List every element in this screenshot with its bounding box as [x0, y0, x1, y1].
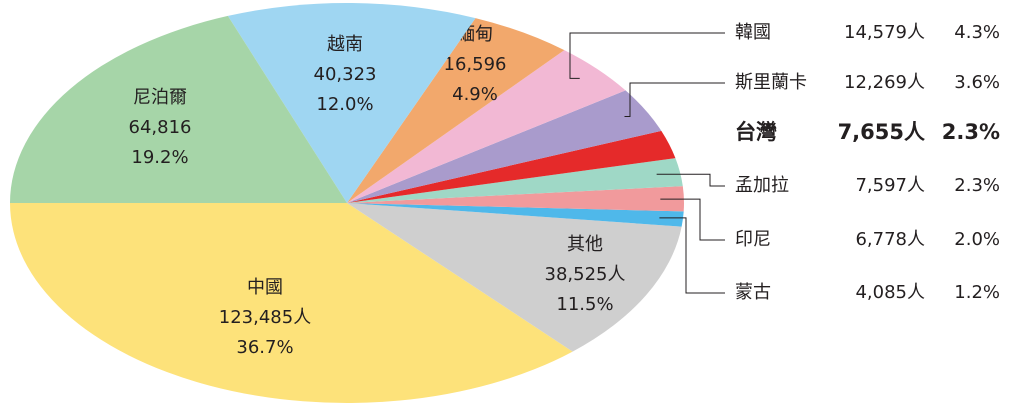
- slice-value: 40,323: [314, 64, 377, 85]
- legend-value: 6,778人: [855, 229, 925, 250]
- legend-value: 12,269人: [844, 72, 925, 93]
- pie-slice: [347, 130, 676, 203]
- legend-label: 蒙古: [735, 282, 771, 303]
- slice-label: 中國: [247, 277, 283, 298]
- pie-slice: [347, 90, 662, 203]
- legend-percent: 4.3%: [954, 22, 1000, 43]
- slice-percent: 12.0%: [316, 94, 373, 115]
- slice-percent: 11.5%: [556, 294, 613, 315]
- leader-line: [660, 198, 725, 241]
- slice-value: 64,816: [129, 117, 192, 138]
- pie-slice: [347, 158, 683, 203]
- legend-percent: 2.0%: [954, 229, 1000, 250]
- pie-slice: [10, 15, 347, 204]
- legend-value: 7,597人: [855, 175, 925, 196]
- legend-label: 韓國: [735, 22, 771, 43]
- slice-percent: 19.2%: [131, 147, 188, 168]
- slice-label: 越南: [327, 34, 363, 55]
- slice-value: 38,525人: [545, 264, 626, 285]
- legend-label: 印尼: [735, 229, 771, 250]
- slice-value: 16,596: [444, 54, 507, 75]
- slice-percent: 4.9%: [452, 84, 498, 105]
- pie-slice: [347, 186, 684, 212]
- legend-label: 孟加拉: [735, 175, 789, 196]
- legend-percent: 1.2%: [954, 282, 1000, 303]
- leader-line: [569, 32, 725, 79]
- slice-percent: 36.7%: [236, 337, 293, 358]
- legend-label: 台灣: [735, 120, 777, 144]
- pie-slice: [10, 203, 573, 404]
- legend-value: 7,655人: [838, 120, 925, 144]
- pie-slice: [347, 50, 626, 203]
- leader-line: [659, 217, 725, 294]
- slice-label: 尼泊爾: [133, 87, 187, 108]
- legend-percent: 2.3%: [942, 120, 1000, 144]
- leader-line: [624, 82, 725, 118]
- legend-value: 4,085人: [855, 282, 925, 303]
- pie-slice: [347, 203, 682, 352]
- slice-value: 123,485人: [219, 307, 311, 328]
- slice-label: 其他: [567, 234, 603, 255]
- pie-slice: [347, 18, 565, 203]
- pie-slice: [347, 203, 684, 227]
- legend-percent: 3.6%: [954, 72, 1000, 93]
- leader-line: [656, 173, 725, 187]
- pie-slice: [227, 3, 476, 203]
- legend-label: 斯里蘭卡: [735, 72, 807, 93]
- legend-percent: 2.3%: [954, 175, 1000, 196]
- legend-value: 14,579人: [844, 22, 925, 43]
